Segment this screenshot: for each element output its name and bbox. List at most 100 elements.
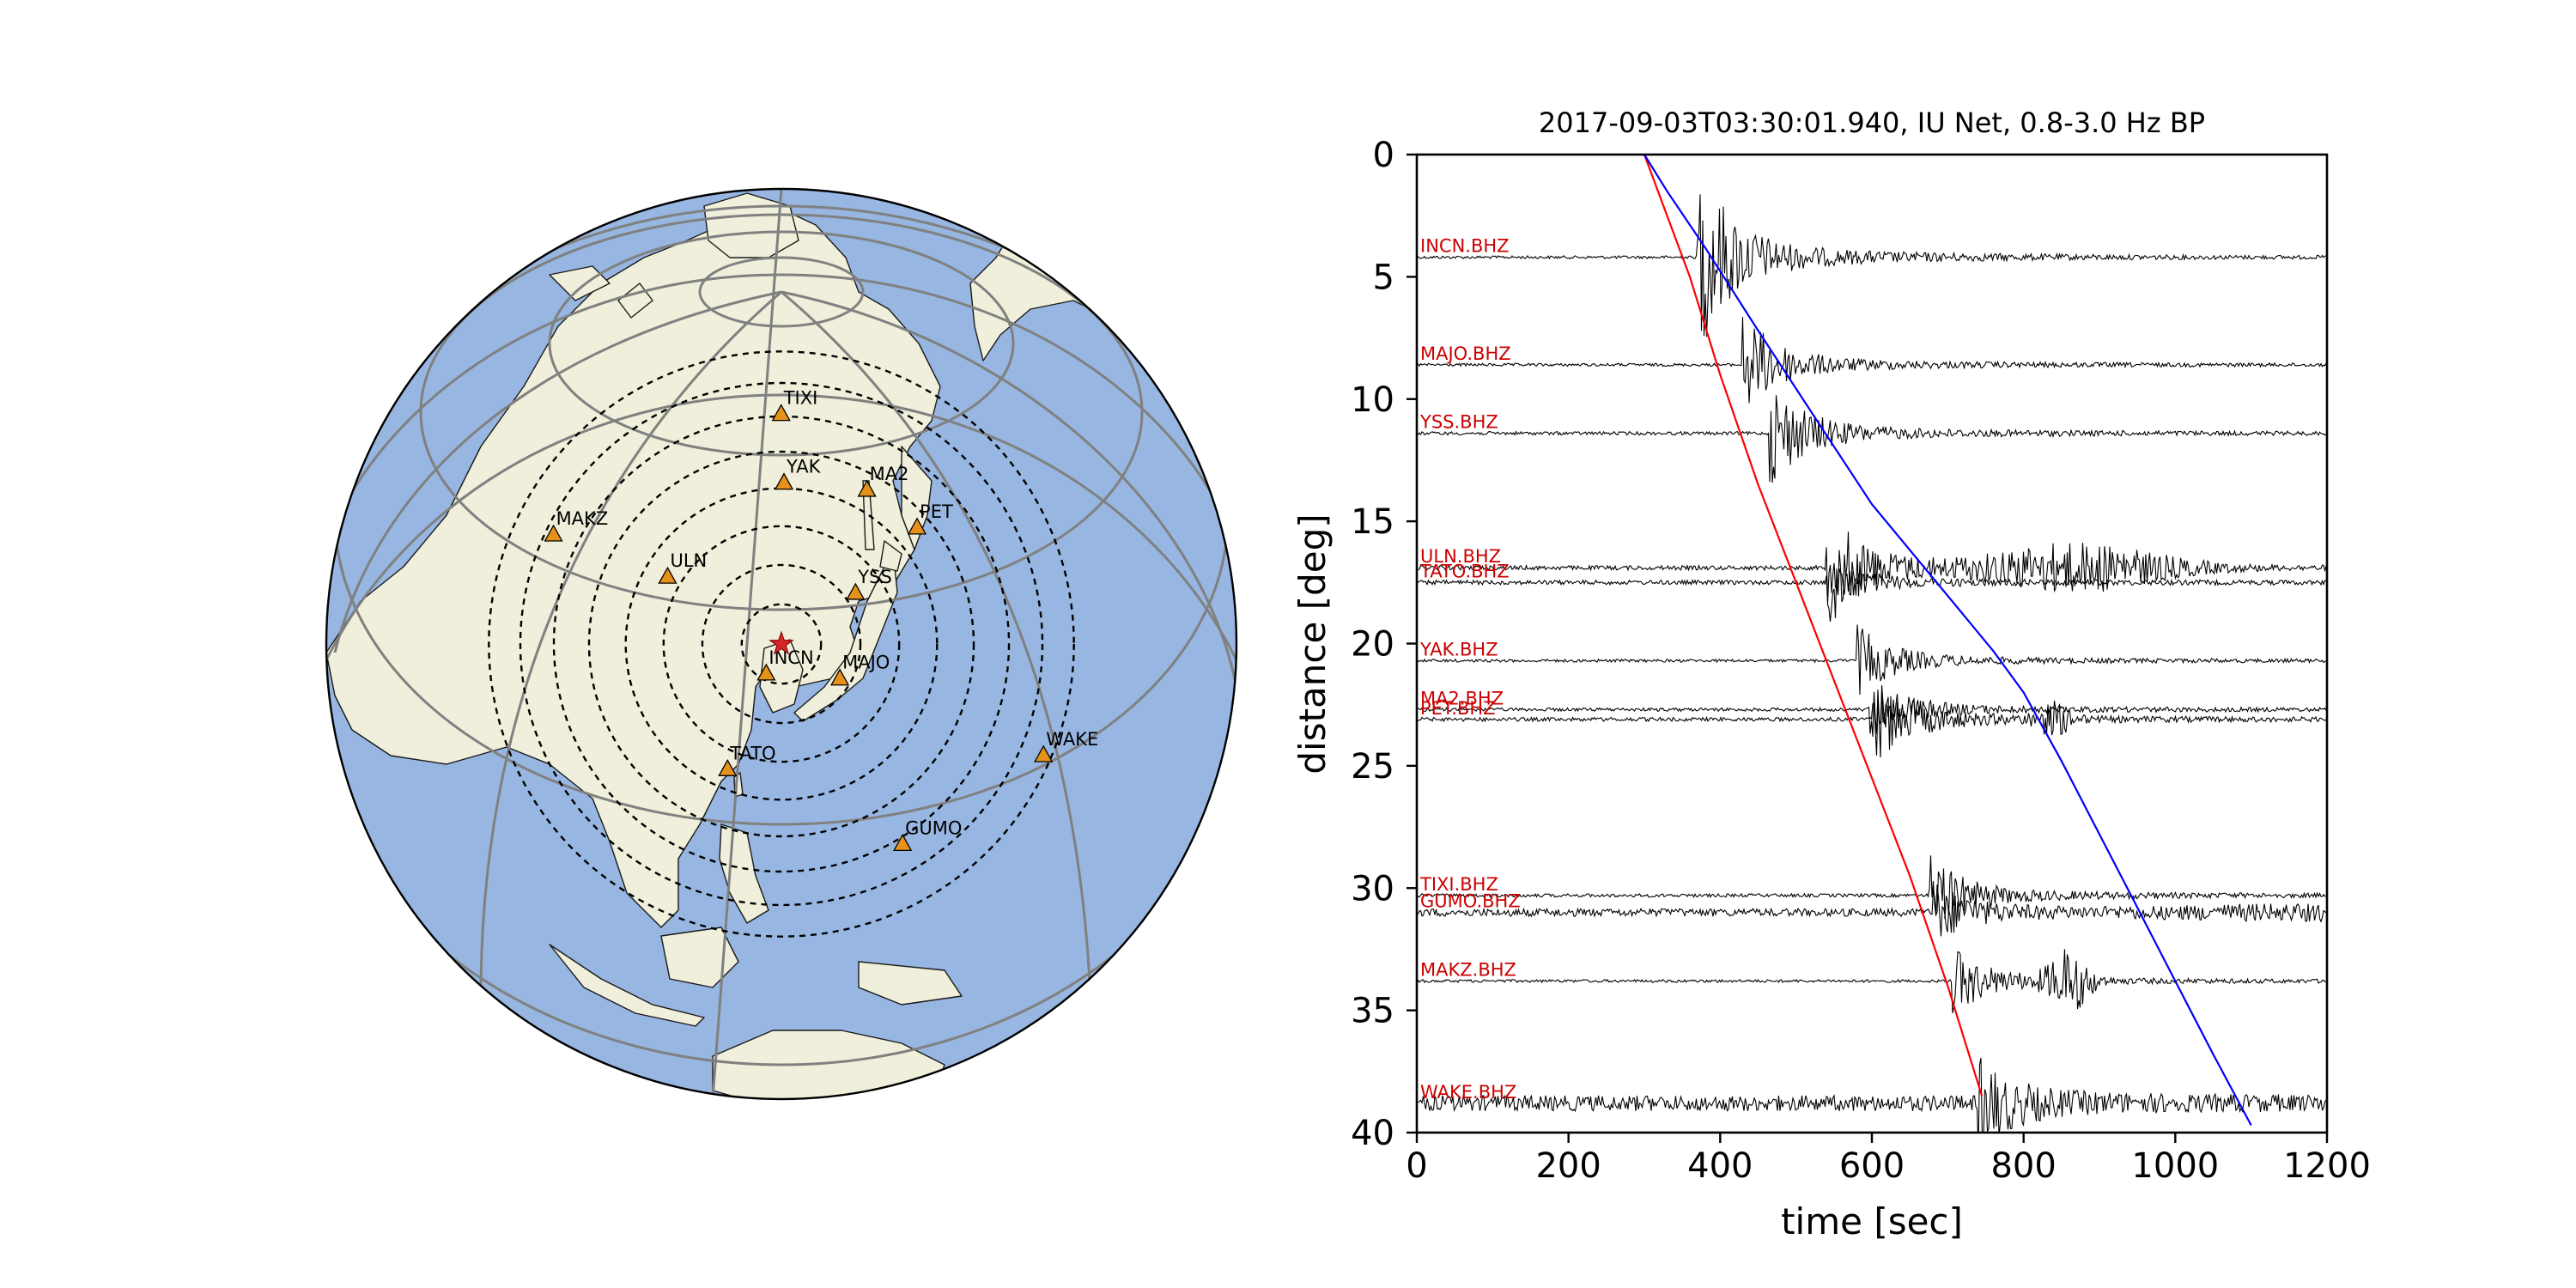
station-label: MAKZ	[556, 508, 609, 529]
seismic-trace	[1417, 624, 2327, 696]
triangle-icon	[907, 517, 927, 535]
triangle-icon	[771, 404, 791, 422]
y-axis-label: distance [deg]	[1291, 513, 1334, 774]
x-tick-label: 0	[1406, 1146, 1427, 1186]
station-marker: GUMO	[893, 817, 962, 852]
new-guinea-island	[858, 961, 963, 1005]
seismic-trace	[1417, 855, 2327, 920]
y-axis: 0 5 10 15 20 25 30 35 40	[1351, 136, 1417, 1153]
station-marker: MA2	[857, 464, 909, 497]
seismic-trace	[1417, 684, 2327, 758]
triangle-icon	[846, 582, 866, 600]
distance-ring	[740, 603, 823, 685]
seismic-trace	[1417, 690, 2327, 737]
x-axis: 0 200 400 600 800 1000 1200	[1406, 1133, 2371, 1186]
station-label: TATO	[729, 743, 775, 763]
graticule-line	[419, 213, 1144, 611]
sumatra-java	[549, 944, 705, 1027]
station-label: ULN	[670, 550, 707, 571]
graticule-line	[333, 290, 782, 653]
graticule-line	[781, 290, 1092, 997]
graticule-line	[326, 393, 1236, 1099]
station-marker: WAKE	[1034, 729, 1098, 762]
epicenter	[769, 630, 794, 655]
seismic-trace	[1417, 1057, 2327, 1133]
trace-label: INCN.BHZ	[1420, 236, 1510, 257]
korea-peninsula	[759, 639, 804, 714]
y-tick-label: 0	[1373, 136, 1394, 175]
station-label: TIXI	[783, 388, 818, 409]
triangle-icon	[544, 524, 563, 542]
y-tick-label: 35	[1351, 992, 1394, 1031]
y-tick-label: 40	[1351, 1114, 1394, 1153]
triangle-icon	[1034, 744, 1054, 762]
record-section-panel: 2017-09-03T03:30:01.940, IU Net, 0.8-3.0…	[1291, 106, 2371, 1242]
y-tick-label: 10	[1351, 380, 1394, 420]
station-label: MAJO	[842, 653, 890, 673]
trace-label: YSS.BHZ	[1419, 412, 1498, 433]
s-wave-travel-time-curve	[1643, 155, 2252, 1127]
trace-label: WAKE.BHZ	[1420, 1082, 1516, 1103]
globe-outline	[325, 187, 1238, 1101]
station-marker: ULN	[658, 550, 707, 584]
distance-ring	[587, 450, 975, 838]
seismic-trace	[1417, 194, 2327, 337]
graticule-line	[711, 189, 783, 1099]
seismic-trace	[1417, 949, 2326, 1014]
x-tick-label: 200	[1535, 1146, 1601, 1186]
seismic-trace	[1417, 532, 2327, 622]
plot-frame	[1415, 153, 2329, 1134]
station-label: GUMO	[905, 817, 962, 838]
trace-label: MAKZ.BHZ	[1420, 959, 1516, 980]
station-label: YSS	[857, 567, 892, 587]
x-tick-label: 400	[1687, 1146, 1753, 1186]
graticule-line	[781, 290, 1236, 688]
station-marker: MAJO	[830, 653, 890, 686]
distance-ring	[624, 487, 939, 801]
x-tick-label: 800	[1990, 1146, 2056, 1186]
y-tick-label: 5	[1373, 258, 1394, 297]
distance-ring	[701, 563, 862, 725]
japan-islands	[793, 549, 898, 722]
station-marker: TIXI	[771, 388, 818, 422]
travel-time-curves	[1643, 155, 2252, 1127]
triangle-icon	[893, 834, 913, 852]
trace-label: ULN.BHZ	[1420, 546, 1501, 567]
star-icon	[769, 630, 794, 655]
y-tick-label: 25	[1351, 747, 1394, 787]
p-wave-travel-time-curve	[1643, 155, 1984, 1097]
triangle-icon	[718, 758, 738, 776]
station-label: PET	[920, 501, 953, 522]
trace-label: PET.BHZ	[1420, 698, 1496, 719]
y-tick-label: 15	[1351, 502, 1394, 542]
triangle-icon	[830, 668, 850, 686]
station-marker: PET	[907, 501, 953, 535]
trace-label: MA2.BHZ	[1420, 688, 1504, 708]
graticule-line	[698, 256, 865, 328]
distance-ring	[662, 525, 901, 763]
station-marker: YAK	[774, 457, 822, 490]
graticule-line	[326, 273, 1236, 1066]
station-marker: TATO	[718, 743, 776, 776]
triangle-icon	[658, 566, 677, 584]
triangle-icon	[756, 663, 776, 681]
trace-label: MAJO.BHZ	[1420, 343, 1511, 364]
trace-label: GUMO.BHZ	[1420, 891, 1521, 912]
x-tick-label: 600	[1839, 1146, 1905, 1186]
trace-label: TATO.BHZ	[1419, 561, 1510, 581]
x-tick-label: 1200	[2283, 1146, 2371, 1186]
triangle-icon	[857, 479, 877, 497]
station-marker: YSS	[846, 567, 892, 600]
graticule-line	[548, 230, 1015, 457]
seismic-trace	[1417, 395, 2327, 483]
trace-label: YAK.BHZ	[1419, 639, 1498, 659]
distance-ring	[519, 381, 1044, 907]
station-label: MA2	[870, 464, 909, 484]
distance-ring	[488, 350, 1075, 938]
station-marker: MAKZ	[544, 508, 609, 542]
trace-label: TIXI.BHZ	[1419, 874, 1498, 895]
